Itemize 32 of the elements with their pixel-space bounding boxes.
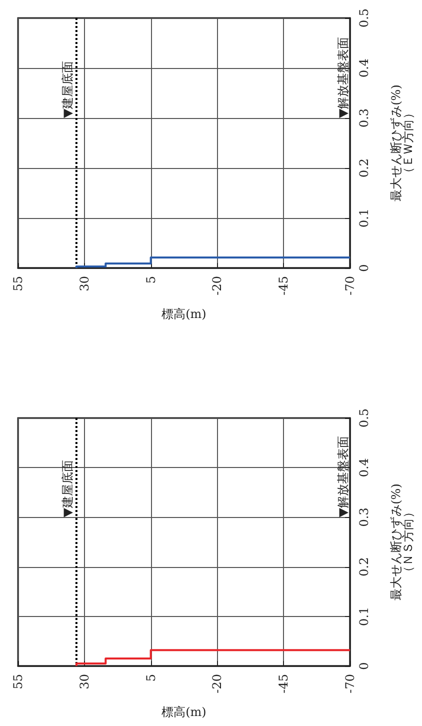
x-tick-label: -45 <box>276 276 291 296</box>
line-series <box>75 256 351 269</box>
y-tick-label: 0.1 <box>357 208 371 228</box>
y-tick-label: 0.4 <box>357 458 371 478</box>
x-tick-label: -70 <box>343 276 357 296</box>
x-tick-label: 5 <box>144 674 158 682</box>
ref-line-label: ▼建屋底面 <box>60 60 74 118</box>
x-axis-title: 標高(m) <box>162 705 206 719</box>
y-tick-label: 0.1 <box>357 606 371 626</box>
x-tick-label: -70 <box>343 674 357 694</box>
x-tick-label: 5 <box>144 276 158 284</box>
y-axis-title: 最大せん断ひずみ(%) （ＥＷ方向） <box>389 84 415 202</box>
x-tick-label: 30 <box>77 674 92 690</box>
x-tick-label: 55 <box>11 276 25 292</box>
y-tick-label: 0.4 <box>357 58 371 78</box>
y-tick-label: 0 <box>357 662 371 670</box>
y-tick-label: 0.2 <box>357 158 371 178</box>
y-tick-label: 0.3 <box>357 508 371 527</box>
x-tick-label: -45 <box>276 674 291 694</box>
y-tick-label: 0.5 <box>357 408 371 428</box>
x-tick-label: 30 <box>77 276 92 292</box>
x-tick-label: 55 <box>11 674 25 690</box>
y-tick-label: 0.2 <box>357 557 371 576</box>
x-tick-label: -20 <box>210 276 224 296</box>
x-axis-title: 標高(m) <box>162 307 206 321</box>
ref-line-label: ▼建屋底面 <box>60 460 74 518</box>
y-axis-title: 最大せん断ひずみ(%) （ＮＳ方向） <box>389 484 415 600</box>
line-series <box>75 649 351 667</box>
y-tick-label: 0.3 <box>357 108 371 128</box>
y-tick-label: 0 <box>357 264 371 272</box>
y-tick-label: 0.5 <box>357 8 371 28</box>
x-tick-label: -20 <box>210 674 224 694</box>
